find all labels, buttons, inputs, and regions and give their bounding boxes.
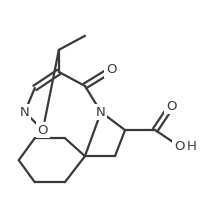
Text: O: O [38,124,48,137]
Text: O: O [166,99,176,113]
Text: H: H [186,140,196,153]
Text: N: N [20,105,30,119]
Text: O: O [174,140,184,153]
Text: O: O [106,63,116,76]
Text: N: N [96,105,106,119]
